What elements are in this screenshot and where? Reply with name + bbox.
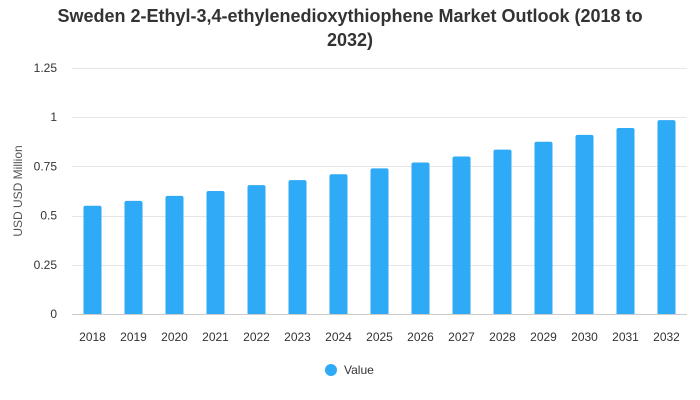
x-tick-label: 2030 xyxy=(571,330,598,344)
x-tick-label: 2029 xyxy=(530,330,557,344)
bar-2026[interactable] xyxy=(411,162,430,314)
bar-2020[interactable] xyxy=(165,195,184,314)
bar-2027[interactable] xyxy=(452,156,471,314)
bar-2023[interactable] xyxy=(288,180,307,314)
y-tick-label: 0.5 xyxy=(40,209,57,223)
x-tick-label: 2024 xyxy=(325,330,352,344)
x-axis-ticks: 2018 2019 2020 2021 2022 2023 2024 2025 2026 2027… xyxy=(79,330,680,344)
x-tick-label: 2021 xyxy=(202,330,229,344)
bar-2022[interactable] xyxy=(247,185,266,314)
x-tick-label: 2027 xyxy=(448,330,475,344)
legend-marker xyxy=(325,364,337,376)
y-tick-label: 1.25 xyxy=(34,61,58,75)
bar-2030[interactable] xyxy=(575,134,594,314)
y-tick-label: 0.25 xyxy=(34,258,58,272)
bar-2025[interactable] xyxy=(370,168,389,314)
x-tick-label: 2028 xyxy=(489,330,516,344)
bar-2031[interactable] xyxy=(616,128,635,314)
bar-2029[interactable] xyxy=(534,141,553,314)
chart-title: Sweden 2-Ethyl-3,4-ethylenedioxythiophen… xyxy=(0,4,700,52)
chart-title-line-2: 2032) xyxy=(326,30,374,50)
bar-2024[interactable] xyxy=(329,174,348,314)
bar-2021[interactable] xyxy=(206,191,225,314)
bar-2018[interactable] xyxy=(83,205,102,314)
bar-2028[interactable] xyxy=(493,149,512,314)
bar-2032[interactable] xyxy=(657,120,676,314)
y-tick-label: 0 xyxy=(50,307,57,321)
legend[interactable]: Value xyxy=(325,363,374,377)
x-tick-label: 2031 xyxy=(612,330,639,344)
x-tick-label: 2022 xyxy=(243,330,270,344)
x-tick-label: 2025 xyxy=(366,330,393,344)
y-axis-title: USD USD Million xyxy=(11,145,25,236)
legend-label: Value xyxy=(344,363,374,377)
y-axis-ticks: 0 0.25 0.5 0.75 1 1.25 xyxy=(34,61,58,321)
x-tick-label: 2018 xyxy=(79,330,106,344)
y-tick-label: 1 xyxy=(50,110,57,124)
x-tick-label: 2023 xyxy=(284,330,311,344)
x-tick-label: 2019 xyxy=(120,330,147,344)
bars xyxy=(83,120,676,314)
x-tick-label: 2026 xyxy=(407,330,434,344)
bar-2019[interactable] xyxy=(124,200,143,314)
x-tick-label: 2020 xyxy=(161,330,188,344)
y-tick-label: 0.75 xyxy=(34,159,58,173)
chart-title-line-1: Sweden 2-Ethyl-3,4-ethylenedioxythiophen… xyxy=(57,6,643,26)
x-tick-label: 2032 xyxy=(653,330,680,344)
